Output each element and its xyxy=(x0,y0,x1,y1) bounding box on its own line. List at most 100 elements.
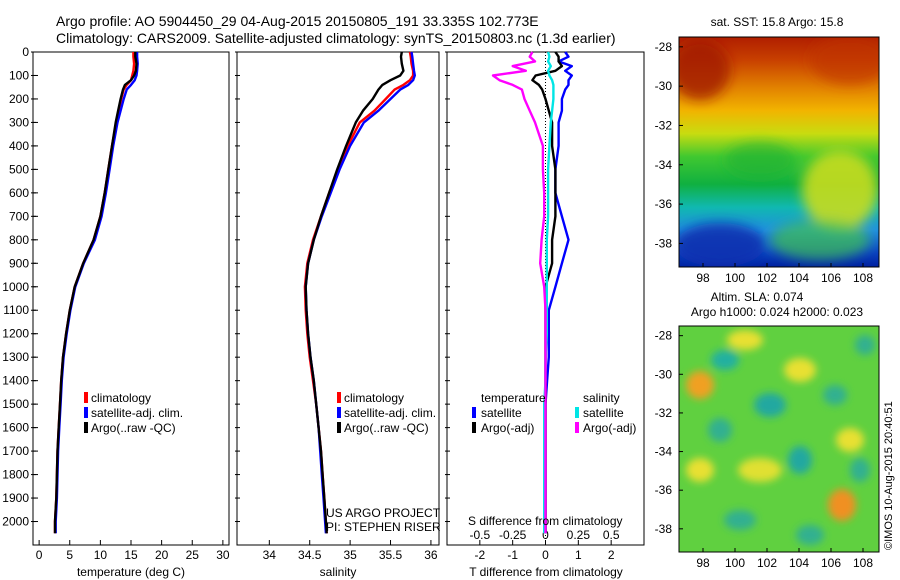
sla-map-subtitle: Argo h1000: 0.024 h2000: 0.023 xyxy=(691,305,863,319)
map-y-tick-label: -38 xyxy=(655,522,673,536)
map-y-tick-label: -38 xyxy=(655,236,673,250)
depth-tick-label: 1800 xyxy=(2,468,29,482)
legend-label-temp-argo: Argo(-adj) xyxy=(481,421,534,435)
legend-swatch-climatology xyxy=(337,392,341,403)
depth-tick-label: 2000 xyxy=(2,515,29,529)
map-y-tick-label: -34 xyxy=(655,445,673,459)
legend-swatch-sal-satellite xyxy=(575,407,579,418)
series-line-2 xyxy=(304,51,405,534)
map-x-tick-label: 102 xyxy=(757,271,777,285)
map-y-tick-label: -32 xyxy=(655,406,673,420)
map-y-tick-label: -36 xyxy=(655,483,673,497)
legend-label-sal-satellite: satellite xyxy=(583,406,624,420)
map-x-tick-label: 108 xyxy=(853,556,873,570)
depth-tick-label: 900 xyxy=(9,256,29,270)
x-tick-label: 2 xyxy=(608,548,615,562)
x-tick-label: 34.5 xyxy=(298,548,322,562)
temperature-axis-title: temperature (deg C) xyxy=(77,565,185,579)
s-difference-axis-title: S difference from climatology xyxy=(468,514,623,528)
s-tick-label: 0.5 xyxy=(603,528,620,542)
map-y-tick-label: -30 xyxy=(655,79,673,93)
s-tick-label: -0.25 xyxy=(499,528,527,542)
figure-title-line2: Climatology: CARS2009. Satellite-adjuste… xyxy=(56,30,616,46)
legend-swatch-sal-argo xyxy=(575,422,579,433)
map-y-tick-label: -28 xyxy=(655,40,673,54)
difference-series-0 xyxy=(544,51,573,534)
map-x-tick-label: 104 xyxy=(789,271,809,285)
t-difference-axis-title: T difference from climatology xyxy=(469,565,623,579)
map-y-tick-label: -28 xyxy=(655,329,673,343)
map-x-tick-label: 106 xyxy=(821,556,841,570)
x-tick-label: 0 xyxy=(36,548,43,562)
legend-label-climatology: climatology xyxy=(344,391,404,405)
salinity-panel-frame xyxy=(236,51,440,546)
sst-map-axes: 98 100 102 104 106 108 -28 -30 -32 -34 -36 -38 xyxy=(655,40,874,285)
legend-swatch-temp-argo xyxy=(472,422,476,433)
temperature-panel-frame xyxy=(32,51,230,546)
x-tick-label: 25 xyxy=(186,548,200,562)
sla-map-frame xyxy=(678,325,880,553)
map-y-tick-label: -36 xyxy=(655,197,673,211)
map-y-tick-label: -34 xyxy=(655,158,673,172)
difference-series-2 xyxy=(543,51,555,534)
depth-tick-label: 0 xyxy=(22,45,29,59)
figure-title-line1: Argo profile: AO 5904450_29 04-Aug-2015 … xyxy=(56,13,539,29)
map-y-tick-label: -30 xyxy=(655,367,673,381)
depth-tick-label: 300 xyxy=(9,115,29,129)
salinity-legend: climatology satellite-adj. clim. Argo(..… xyxy=(337,391,436,435)
salinity-plot: 34 34.5 35 35.5 36 xyxy=(235,51,438,562)
map-x-tick-label: 102 xyxy=(757,556,777,570)
sla-map-title: Altim. SLA: 0.074 xyxy=(711,290,804,304)
x-tick-label: -1 xyxy=(507,548,518,562)
x-tick-label: 35 xyxy=(343,548,357,562)
depth-tick-label: 100 xyxy=(9,68,29,82)
legend-label-argo: Argo(..raw -QC) xyxy=(91,421,176,435)
series-line-2 xyxy=(53,52,138,534)
pi-label: PI: STEPHEN RISER xyxy=(326,520,441,534)
sla-map-axes: 98 100 102 104 106 108 -28 -30 -32 -34 -36 -38 xyxy=(655,329,874,570)
depth-tick-label: 1900 xyxy=(2,491,29,505)
x-tick-label: 34 xyxy=(263,548,277,562)
s-tick-label: 0.25 xyxy=(567,528,591,542)
legend-label-sal-argo: Argo(-adj) xyxy=(583,421,636,435)
salinity-axis-title: salinity xyxy=(320,565,357,579)
legend-label-satellite: satellite-adj. clim. xyxy=(91,406,183,420)
x-tick-label: 0 xyxy=(542,548,549,562)
legend-swatch-satellite xyxy=(84,407,88,418)
map-x-tick-label: 106 xyxy=(821,271,841,285)
depth-tick-label: 1300 xyxy=(2,350,29,364)
legend-swatch-temp-satellite xyxy=(472,407,476,418)
series-line-0 xyxy=(53,52,136,534)
depth-tick-label: 1000 xyxy=(2,280,29,294)
map-x-tick-label: 100 xyxy=(725,271,745,285)
x-tick-label: 5 xyxy=(66,548,73,562)
legend-label-satellite: satellite-adj. clim. xyxy=(344,406,436,420)
depth-tick-label: 1500 xyxy=(2,397,29,411)
legend-label-argo: Argo(..raw -QC) xyxy=(344,421,429,435)
x-tick-label: 20 xyxy=(155,548,169,562)
x-tick-label: 30 xyxy=(216,548,230,562)
imos-credit: ©IMOS 10-Aug-2015 20:40:51 xyxy=(883,401,895,550)
difference-series-3 xyxy=(491,51,547,534)
difference-plot: -2 -1 0 1 2 -0.5 -0.25 0 0.25 0.5 xyxy=(445,51,620,562)
x-tick-label: 10 xyxy=(94,548,108,562)
x-tick-label: 35.5 xyxy=(379,548,403,562)
legend-label-climatology: climatology xyxy=(91,391,151,405)
depth-axis: 0 100 200 300 400 500 600 700 800 900 1000 1100 1200… xyxy=(2,45,38,529)
temperature-legend: climatology satellite-adj. clim. Argo(..… xyxy=(84,391,183,435)
x-tick-label: 1 xyxy=(575,548,582,562)
sst-map-title: sat. SST: 15.8 Argo: 15.8 xyxy=(711,15,844,29)
map-y-tick-label: -32 xyxy=(655,118,673,132)
depth-tick-label: 1400 xyxy=(2,374,29,388)
depth-tick-label: 700 xyxy=(9,209,29,223)
series-line-1 xyxy=(54,52,139,534)
depth-tick-label: 1200 xyxy=(2,327,29,341)
difference-legend: temperature salinity satellite Argo(-adj… xyxy=(472,391,636,435)
map-x-tick-label: 98 xyxy=(696,271,710,285)
depth-tick-label: 800 xyxy=(9,233,29,247)
x-tick-label: -2 xyxy=(474,548,485,562)
depth-tick-label: 1700 xyxy=(2,444,29,458)
legend-swatch-argo xyxy=(337,422,341,433)
depth-tick-label: 1100 xyxy=(3,303,29,317)
